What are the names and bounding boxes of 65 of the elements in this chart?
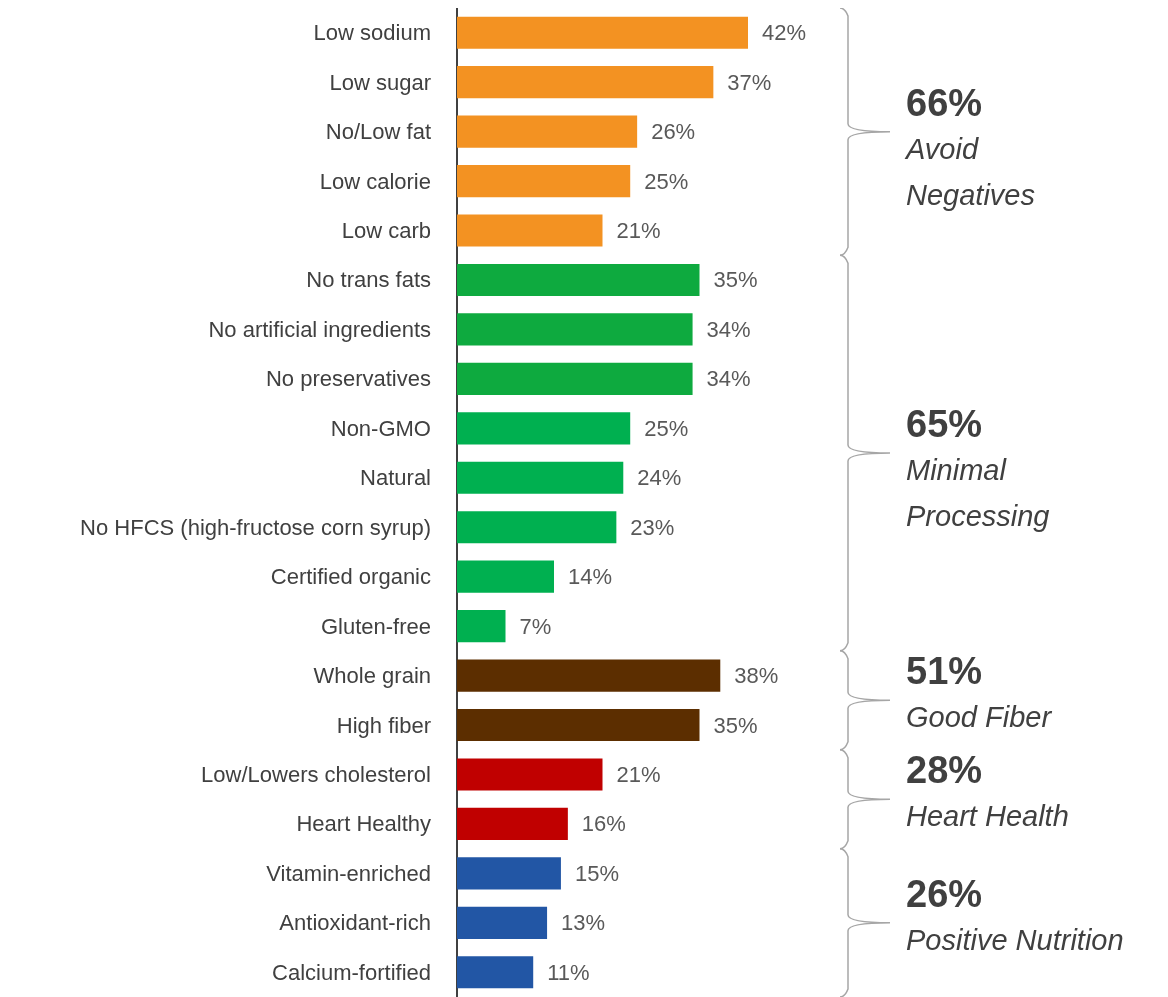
bar [457, 362, 693, 395]
bar [457, 857, 561, 890]
y-tick-label: No HFCS (high-fructose corn syrup) [80, 514, 431, 540]
text: 65% Minimal Processing [906, 402, 1050, 535]
y-tick-label: Whole grain [313, 663, 431, 689]
y-tick-label: Vitamin-enriched [266, 860, 431, 886]
y-tick-label: Certified organic [270, 564, 431, 590]
bar [457, 165, 631, 198]
data-label: 37% [727, 69, 772, 95]
y-tick-label: High fiber [336, 712, 431, 738]
bar [457, 461, 624, 494]
data-label: 21% [616, 218, 661, 244]
data-label: 15% [574, 860, 619, 886]
y-tick-label: No preservatives [265, 366, 431, 392]
data-label: 21% [616, 761, 661, 787]
text: 28% Heart Health [906, 748, 1069, 835]
text: 51% Good Fiber [906, 649, 1052, 736]
data-label: 23% [630, 514, 675, 540]
text: 66% Avoid Negatives [906, 80, 1035, 213]
data-label: 11% [547, 959, 590, 985]
y-tick-label: Antioxidant-rich [279, 910, 431, 936]
bar [457, 708, 700, 742]
y-tick-label: No/Low fat [325, 119, 431, 145]
bar [457, 956, 534, 989]
data-label: 7% [519, 613, 552, 639]
data-label: 34% [706, 316, 751, 342]
bar [457, 511, 617, 544]
y-tick-label: Heart Healthy [296, 811, 431, 837]
bar [457, 313, 693, 346]
y-tick-label: No artificial ingredients [208, 316, 431, 342]
data-label: 35% [713, 712, 758, 738]
data-label: 34% [706, 366, 751, 392]
text: 26% Positive Nutrition [906, 871, 1124, 958]
bar [457, 16, 748, 49]
y-tick-label: Gluten-free [320, 613, 431, 639]
y-tick-label: Calcium-fortified [272, 959, 431, 985]
data-label: 14% [568, 564, 613, 590]
bar [457, 610, 506, 643]
data-label: 16% [581, 811, 626, 837]
data-label: 26% [651, 119, 696, 145]
y-tick-label: Natural [360, 465, 431, 491]
bar [457, 659, 721, 692]
data-label: 24% [637, 465, 682, 491]
y-tick-label: Low/Lowers cholesterol [201, 761, 431, 787]
y-tick-label: No trans fats [306, 267, 431, 293]
y-tick-label: Low sugar [329, 69, 431, 95]
data-label: 38% [734, 663, 779, 689]
data-label: 35% [713, 267, 758, 293]
data-label: 25% [644, 415, 689, 441]
bar [457, 906, 548, 939]
y-tick-label: Low carb [341, 218, 431, 244]
y-tick-label: Low calorie [319, 168, 431, 194]
bar [457, 263, 700, 297]
bar [457, 807, 568, 840]
bar [457, 115, 638, 148]
data-label: 25% [644, 168, 689, 194]
y-tick-label: Non-GMO [330, 415, 431, 441]
bar [457, 214, 603, 247]
bar [457, 66, 714, 99]
data-label: 13% [561, 910, 606, 936]
bar [457, 412, 631, 445]
bar [457, 758, 603, 791]
y-tick-label: Low sodium [313, 20, 431, 46]
bar [457, 560, 554, 593]
data-label: 42% [762, 20, 807, 46]
